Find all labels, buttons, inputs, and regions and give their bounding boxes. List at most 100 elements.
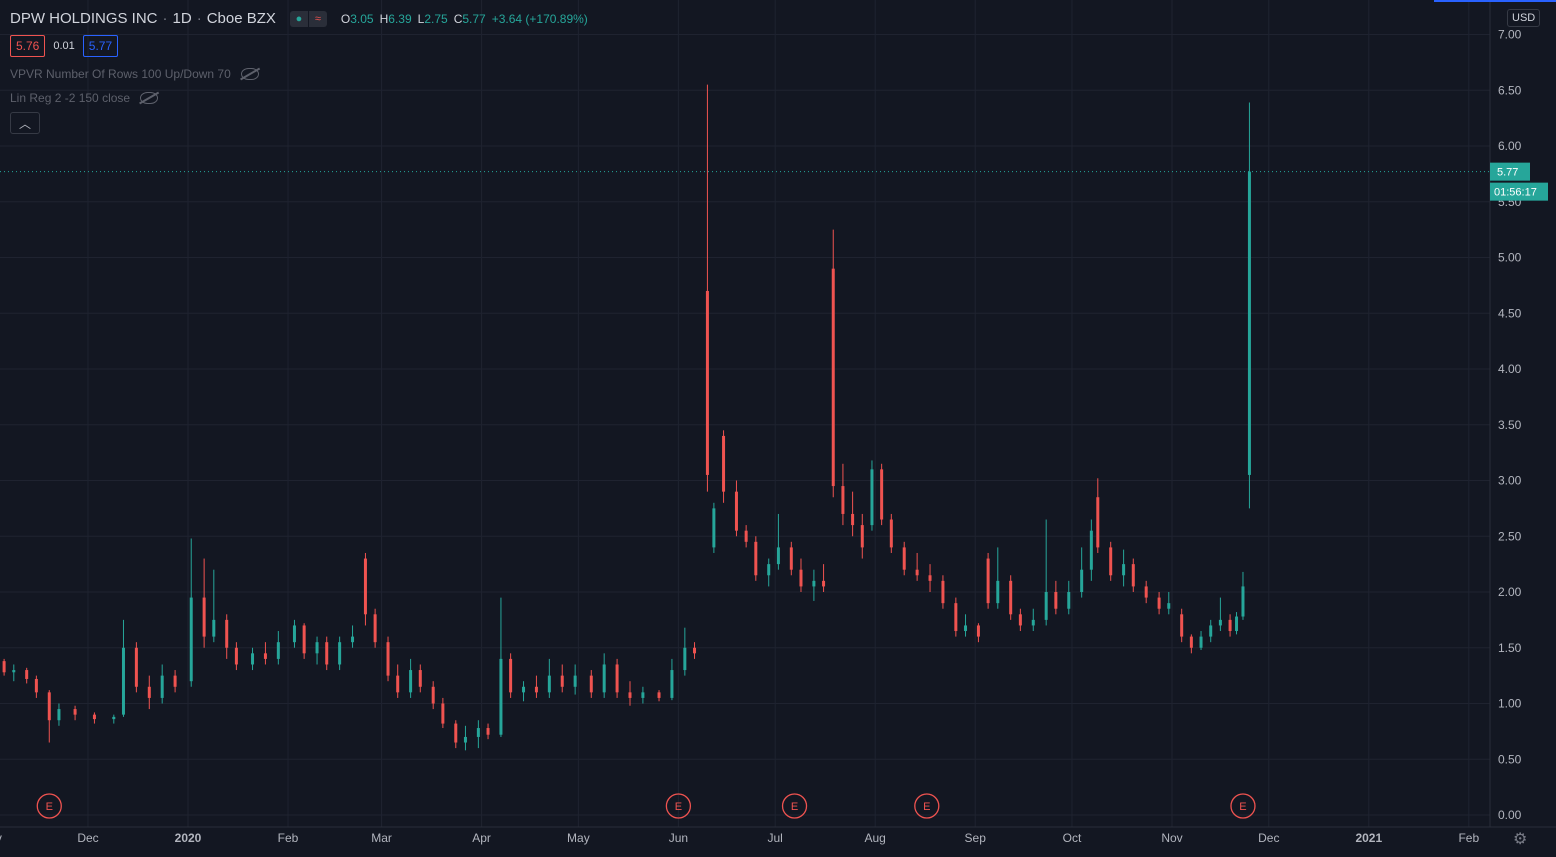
earnings-marker[interactable]: E [1230,793,1256,819]
symbol-name[interactable]: DPW HOLDINGS INC [10,10,158,27]
countdown-badge-text: 01:56:17 [1494,187,1537,199]
candle [822,564,826,592]
candle [121,619,125,717]
price-tick-label: 3.50 [1498,418,1522,432]
candle [160,664,164,704]
candle [234,642,238,671]
time-tick-label: Feb [1458,831,1479,845]
low-value: 2.75 [424,11,448,26]
candle-body [776,547,780,565]
last-price-badge-bg [1490,162,1530,181]
candle-body [547,675,551,693]
candle-body [363,558,367,615]
price-axis: 0.00 0.50 1.00 1.50 2.00 2.50 3.00 3.50 4.00 4.50… [1489,0,1522,827]
candle-body [996,580,1000,604]
price-tick-label: 5.00 [1498,251,1522,265]
candle [841,463,845,526]
candle [112,714,116,724]
spread-value: 0.01 [53,40,75,52]
earnings-marker[interactable]: E [914,793,940,819]
candle-body [573,675,577,687]
price-tick-label: 1.50 [1498,641,1522,655]
candle [976,623,980,643]
indicator-label: VPVR Number Of Rows 100 Up/Down 70 [10,67,231,81]
time-tick-label: Jul [768,831,783,845]
candle [986,552,990,609]
currency-button[interactable]: USD [1507,9,1541,27]
candle [1241,571,1245,620]
candle-body [173,675,177,687]
candle-body [1009,580,1013,615]
hidden-eye-icon[interactable] [240,68,259,80]
candle [386,636,390,682]
time-tick-label: Aug [865,831,886,845]
market-status[interactable]: ● ≈ [289,10,327,27]
earnings-circle [781,793,808,819]
candle [1199,631,1203,650]
candle [418,664,422,693]
candle-body [589,675,593,693]
candle-body [1044,592,1048,620]
candle-body [744,530,748,542]
candle [928,564,932,592]
candle-body [902,547,906,570]
symbol-legend[interactable]: DPW HOLDINGS INC · 1D · Cboe BZX ● ≈ O3.… [10,10,588,27]
candle-body [831,268,835,487]
indicator-vpvr[interactable]: VPVR Number Of Rows 100 Up/Down 70 [10,67,259,81]
candle-body [1199,636,1203,648]
candle-body [134,647,138,687]
collapse-legend-button[interactable]: ︿ [10,112,40,134]
ohlc-values: O3.05 H6.39 L2.75 C5.77 +3.64 (+170.89%) [340,11,588,26]
indicator-linreg[interactable]: Lin Reg 2 -2 150 close [10,91,159,105]
candle-body [841,486,845,514]
buy-button[interactable]: 5.77 [82,35,119,57]
earnings-marker[interactable]: E [665,793,692,819]
delayed-data-icon[interactable]: ≈ [308,10,327,27]
interval-label[interactable]: 1D [172,10,192,27]
candle-body [92,714,96,720]
candle [476,720,480,749]
candle [1131,558,1135,592]
earnings-marker[interactable]: E [36,793,62,819]
candle-body [1031,619,1035,626]
candle [628,681,632,706]
earnings-marker[interactable]: E [781,793,808,819]
candle-body [57,709,61,721]
candle [351,625,355,648]
candle-body [657,692,661,698]
candle-body [234,647,238,665]
candle-body [964,625,968,632]
price-tick-label: 7.00 [1498,28,1522,42]
candle [589,670,593,698]
candle-body [1109,547,1113,576]
candle [954,597,958,637]
candle [92,712,96,724]
candle [734,480,738,537]
candle [831,229,835,498]
candle-body [722,435,726,492]
candle-body [263,653,267,659]
candle-body [641,692,645,698]
candle-body [712,508,716,548]
market-open-dot-icon[interactable]: ● [289,10,308,27]
candle [189,538,193,687]
sell-button[interactable]: 5.76 [10,35,46,57]
legend-separator: · [196,10,202,27]
candle [431,681,435,710]
candle-body [534,686,538,693]
candle [754,536,758,581]
candle-body [386,642,390,676]
candle [373,608,377,648]
hidden-eye-icon[interactable] [140,92,159,104]
gear-icon[interactable]: ⚙ [1513,831,1528,848]
time-tick-label: 2021 [1355,831,1382,845]
candle [1089,519,1093,581]
candle [1009,575,1013,620]
candle [509,653,513,698]
price-tick-label: 1.00 [1498,697,1522,711]
candle-body [509,658,513,693]
candle [1018,608,1022,632]
candle-body [454,723,458,743]
close-value: 5.77 [462,11,486,26]
